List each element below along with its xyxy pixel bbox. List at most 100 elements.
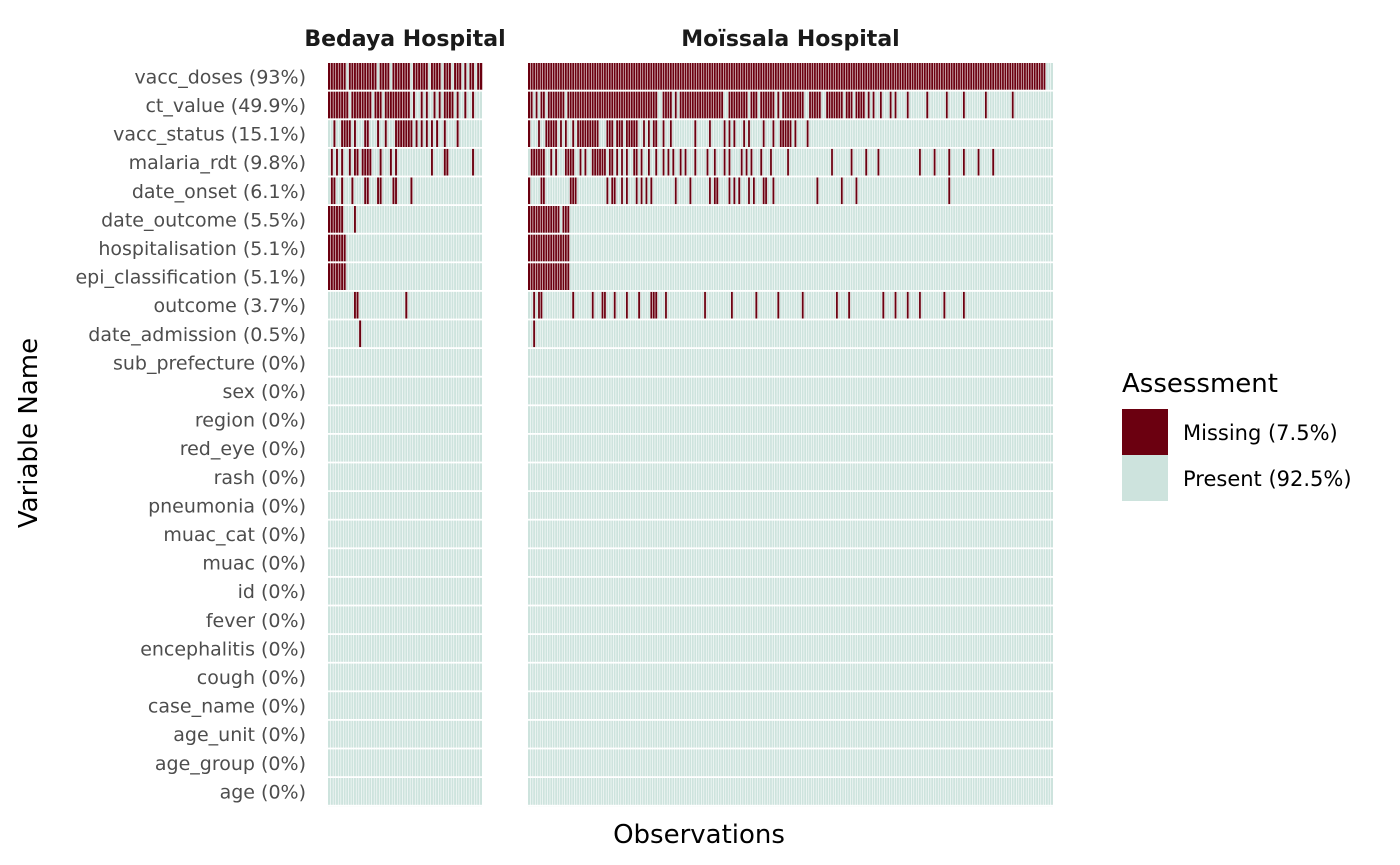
missing-cell — [777, 91, 780, 119]
missing-cell — [645, 177, 648, 205]
missing-cell — [701, 63, 705, 90]
missing-cell — [701, 91, 705, 119]
missing-cell — [608, 148, 612, 176]
missing-cell — [394, 91, 398, 119]
missing-cell — [667, 63, 670, 90]
missing-cell — [542, 91, 546, 119]
missing-cell — [330, 263, 334, 290]
missing-cell — [557, 206, 560, 233]
observation-separator — [686, 63, 688, 807]
missing-cell — [530, 263, 534, 290]
missing-cell — [571, 63, 575, 90]
observation-separator — [603, 63, 605, 807]
missing-cell — [549, 91, 553, 119]
missing-cell — [591, 120, 595, 147]
missing-cell — [545, 206, 548, 233]
missing-cell — [567, 63, 570, 90]
y-tick-label: date_outcome (5.5%) — [101, 209, 306, 231]
missing-cell — [691, 63, 695, 90]
observation-separator — [373, 63, 375, 807]
missing-cell — [752, 91, 756, 119]
observation-separator — [737, 63, 739, 807]
missing-cell — [535, 263, 539, 290]
missing-cell — [552, 120, 556, 147]
missing-cell — [769, 63, 773, 90]
missing-cell — [363, 91, 367, 119]
missing-cell — [906, 91, 910, 119]
missing-cell — [430, 148, 434, 176]
missing-cell — [669, 63, 673, 90]
missing-cell — [532, 263, 536, 290]
missing-cell — [723, 63, 727, 90]
missing-cell — [598, 63, 602, 90]
missing-cell — [433, 63, 437, 90]
missing-cell — [356, 63, 360, 90]
missing-cell — [940, 63, 944, 90]
missing-cell — [772, 63, 775, 90]
missing-cell — [894, 63, 897, 90]
missing-cell — [742, 120, 746, 147]
missing-cell — [999, 63, 1002, 90]
missing-cell — [564, 63, 568, 90]
observation-separator — [438, 63, 439, 807]
y-tick-label: vacc_status (15.1%) — [113, 124, 306, 146]
missing-cell — [330, 148, 334, 176]
missing-cell — [576, 120, 580, 147]
missing-cell — [857, 91, 861, 119]
missing-cell — [628, 120, 631, 147]
missing-cell — [811, 63, 814, 90]
missing-cell — [567, 148, 570, 176]
missing-cell — [596, 120, 600, 147]
x-axis-title: Observations — [613, 820, 785, 850]
missing-cell — [786, 120, 790, 147]
missing-cell — [353, 291, 357, 319]
missing-cell — [394, 148, 398, 176]
observation-separator — [366, 63, 367, 807]
missing-cell — [684, 63, 687, 90]
missing-cell — [799, 91, 802, 119]
observation-separator — [1038, 63, 1039, 807]
missing-cell — [443, 148, 447, 176]
missing-cell — [366, 177, 370, 205]
missing-cell — [767, 63, 770, 90]
row-separator — [528, 433, 1053, 435]
missing-cell — [952, 63, 956, 90]
observation-separator — [363, 63, 365, 807]
missing-cell — [1038, 63, 1042, 90]
observation-separator — [635, 63, 636, 807]
observation-separator — [815, 63, 817, 807]
observation-separator — [343, 63, 344, 807]
missing-cell — [530, 148, 534, 176]
missing-cell — [569, 63, 573, 90]
missing-cell — [435, 120, 439, 147]
observation-separator — [942, 63, 944, 807]
observation-separator — [849, 63, 851, 807]
missing-cell — [537, 63, 541, 90]
missing-cell — [684, 91, 687, 119]
missing-cell — [552, 91, 556, 119]
missing-cell — [950, 63, 954, 90]
observation-separator — [779, 63, 780, 807]
missing-cell — [703, 91, 707, 119]
missing-cell — [438, 63, 442, 90]
missing-cell — [528, 120, 531, 147]
observation-separator — [1028, 63, 1029, 807]
observation-separator — [698, 63, 700, 807]
missing-cell — [1043, 63, 1046, 90]
missing-cell — [554, 206, 558, 233]
missing-cell — [392, 177, 395, 205]
missing-cell — [549, 148, 553, 176]
missing-cell — [576, 63, 580, 90]
missing-cell — [603, 291, 607, 319]
observation-separator — [691, 63, 692, 807]
missing-cell — [397, 120, 401, 147]
missing-cell — [345, 120, 349, 147]
missing-cell — [399, 120, 403, 147]
observation-separator — [453, 63, 455, 807]
heatmap-row — [528, 492, 1053, 519]
y-tick-label: date_onset (6.1%) — [132, 181, 306, 203]
observation-separator — [332, 63, 334, 807]
missing-cell — [713, 63, 717, 90]
missing-cell — [989, 63, 993, 90]
missing-cell — [640, 63, 644, 90]
